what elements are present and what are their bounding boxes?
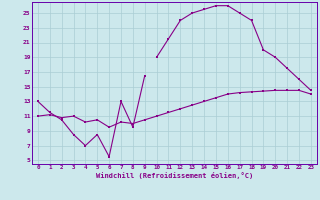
X-axis label: Windchill (Refroidissement éolien,°C): Windchill (Refroidissement éolien,°C) (96, 172, 253, 179)
